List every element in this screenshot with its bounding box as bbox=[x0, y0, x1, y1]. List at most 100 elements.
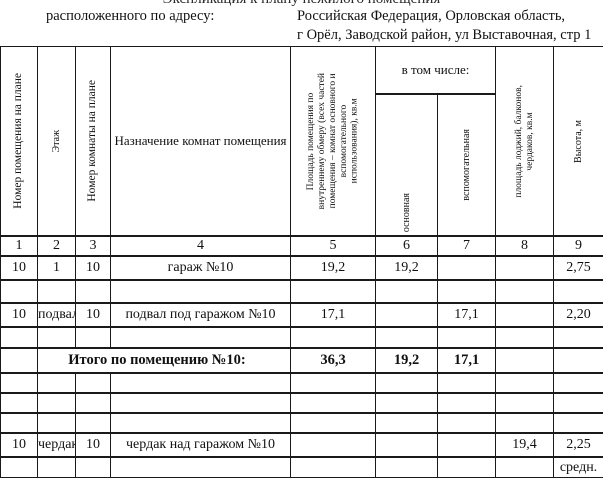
colnum-8: 8 bbox=[496, 236, 554, 256]
spacer-cell bbox=[111, 327, 291, 348]
table-spacer-row bbox=[1, 280, 603, 303]
cell-c5: 19,2 bbox=[291, 256, 376, 280]
header-col-1: Номер помещения на плане bbox=[1, 47, 38, 237]
spacer-cell bbox=[376, 327, 438, 348]
cell-c9: 2,75 bbox=[554, 256, 603, 280]
cell-c1: 10 bbox=[1, 433, 38, 457]
note-blank bbox=[1, 457, 38, 478]
spacer-cell bbox=[496, 393, 554, 413]
totals-c5: 36,3 bbox=[291, 348, 376, 373]
spacer-cell bbox=[291, 280, 376, 303]
note-blank bbox=[291, 457, 376, 478]
colnum-9: 9 bbox=[554, 236, 603, 256]
spacer-cell bbox=[38, 393, 76, 413]
header-col-4: Назначение комнат помещения bbox=[111, 47, 291, 237]
header-col-6: основная bbox=[376, 94, 438, 236]
header-group-67-label: в том числе: bbox=[402, 62, 470, 77]
spacer-cell bbox=[38, 280, 76, 303]
header-col-4-label: Назначение комнат помещения bbox=[114, 133, 286, 148]
colnum-7: 7 bbox=[438, 236, 496, 256]
note-blank bbox=[76, 457, 111, 478]
column-number-row: 1 2 3 4 5 6 7 8 9 bbox=[1, 236, 603, 256]
header-col-1-label: Номер помещения на плане bbox=[12, 70, 25, 212]
spacer-cell bbox=[1, 393, 38, 413]
spacer-cell bbox=[291, 327, 376, 348]
spacer-cell bbox=[554, 373, 603, 393]
spacer-cell bbox=[376, 280, 438, 303]
document-title-cut: Экспликация к плану нежилого помещения bbox=[0, 0, 603, 8]
address-label: расположенного по адресу: bbox=[46, 8, 214, 25]
header-col-2-label: Этаж bbox=[51, 127, 63, 155]
cell-c5: 17,1 bbox=[291, 303, 376, 327]
spacer-cell bbox=[111, 393, 291, 413]
cell-c6: 19,2 bbox=[376, 256, 438, 280]
spacer-cell bbox=[76, 393, 111, 413]
cell-c8 bbox=[496, 256, 554, 280]
table-spacer-row bbox=[1, 373, 603, 393]
height-average-note: средн. bbox=[554, 457, 603, 478]
table-header-row: Номер помещения на плане Этаж Номер комн… bbox=[1, 47, 603, 95]
cell-c2: 1 bbox=[38, 256, 76, 280]
table-spacer-row bbox=[1, 413, 603, 433]
spacer-cell bbox=[554, 327, 603, 348]
cell-c1: 10 bbox=[1, 303, 38, 327]
cell-c8 bbox=[496, 303, 554, 327]
totals-c8 bbox=[496, 348, 554, 373]
table-row: 10 подвал 10 подвал под гаражом №10 17,1… bbox=[1, 303, 603, 327]
cell-c4: подвал под гаражом №10 bbox=[111, 303, 291, 327]
cell-c2: чердак bbox=[38, 433, 76, 457]
cell-c6 bbox=[376, 303, 438, 327]
spacer-cell bbox=[438, 413, 496, 433]
totals-row: Итого по помещению №10: 36,3 19,2 17,1 bbox=[1, 348, 603, 373]
totals-c6: 19,2 bbox=[376, 348, 438, 373]
document-page: Экспликация к плану нежилого помещения р… bbox=[0, 0, 603, 457]
note-blank bbox=[38, 457, 76, 478]
spacer-cell bbox=[438, 280, 496, 303]
cell-c1: 10 bbox=[1, 256, 38, 280]
colnum-5: 5 bbox=[291, 236, 376, 256]
colnum-6: 6 bbox=[376, 236, 438, 256]
note-blank bbox=[438, 457, 496, 478]
spacer-cell bbox=[376, 393, 438, 413]
header-col-9: Высота, м bbox=[554, 47, 603, 237]
header-col-7-label: вспомогательная bbox=[461, 126, 473, 204]
spacer-cell bbox=[554, 280, 603, 303]
note-blank bbox=[376, 457, 438, 478]
header-col-8-label: площадь лоджий, балконов,чердаков, кв.м bbox=[514, 82, 536, 201]
header-col-8: площадь лоджий, балконов,чердаков, кв.м bbox=[496, 47, 554, 237]
note-blank bbox=[111, 457, 291, 478]
address-line-2: г Орёл, Заводской район, ул Выставочная,… bbox=[297, 27, 591, 44]
spacer-cell bbox=[111, 373, 291, 393]
spacer-cell bbox=[76, 280, 111, 303]
spacer-cell bbox=[291, 373, 376, 393]
cell-c7: 17,1 bbox=[438, 303, 496, 327]
table-spacer-row bbox=[1, 393, 603, 413]
note-blank bbox=[496, 457, 554, 478]
colnum-1: 1 bbox=[1, 236, 38, 256]
spacer-cell bbox=[76, 413, 111, 433]
table-spacer-row bbox=[1, 327, 603, 348]
header-group-67: в том числе: bbox=[376, 47, 496, 95]
totals-blank-c1 bbox=[1, 348, 38, 373]
spacer-cell bbox=[111, 280, 291, 303]
spacer-cell bbox=[438, 373, 496, 393]
spacer-cell bbox=[438, 327, 496, 348]
header-col-3: Номер комнаты на плане bbox=[76, 47, 111, 237]
cell-c5 bbox=[291, 433, 376, 457]
spacer-cell bbox=[111, 413, 291, 433]
colnum-4: 4 bbox=[111, 236, 291, 256]
spacer-cell bbox=[376, 413, 438, 433]
totals-label: Итого по помещению №10: bbox=[38, 348, 291, 373]
cell-c4: гараж №10 bbox=[111, 256, 291, 280]
cell-c3: 10 bbox=[76, 303, 111, 327]
header-col-9-label: Высота, м bbox=[573, 117, 585, 166]
spacer-cell bbox=[496, 327, 554, 348]
header-col-7: вспомогательная bbox=[438, 94, 496, 236]
spacer-cell bbox=[496, 413, 554, 433]
cell-c2: подвал bbox=[38, 303, 76, 327]
colnum-2: 2 bbox=[38, 236, 76, 256]
explication-table: Номер помещения на плане Этаж Номер комн… bbox=[0, 46, 603, 478]
spacer-cell bbox=[438, 393, 496, 413]
